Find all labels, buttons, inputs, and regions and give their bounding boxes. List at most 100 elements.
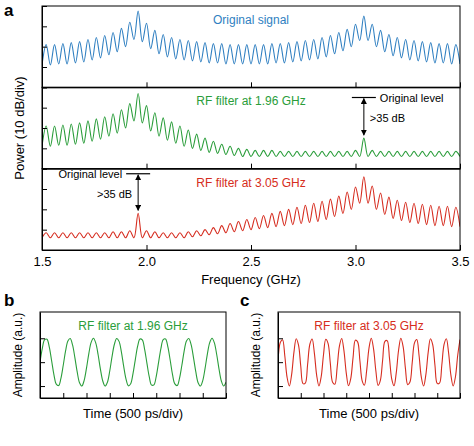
plot-frame [42,87,460,168]
annotation-gap-label: >35 dB [370,112,405,124]
y-axis-title: Power (10 dB/div) [12,76,27,179]
x-axis-line [41,398,227,399]
plot-area [278,338,460,386]
x-axis: 1.52.02.53.03.5 [33,245,469,269]
y-tick [42,250,47,251]
x-tick [180,393,181,398]
x-tick [251,164,252,169]
x-tick [147,164,148,169]
y-tick-mark [40,386,45,387]
y-tick-mark [42,87,47,88]
x-tick [356,164,357,169]
y-axis [42,88,47,169]
y-tick-mark [40,362,45,363]
x-tick: 3.5 [451,245,469,269]
x-tick [156,393,157,398]
plot-area [40,338,226,386]
y-tick [42,67,47,68]
y-tick-mark [42,26,47,27]
x-tick-mark [156,393,157,398]
y-axis-title: Amplitude (a.u.) [11,313,25,398]
y-tick [278,386,283,387]
x-axis-line [279,398,461,399]
y-tick [42,87,47,88]
x-tick-mark [251,82,252,87]
y-tick [40,386,45,387]
y-tick-mark [42,189,47,190]
x-tick: 2.5 [242,245,260,269]
y-tick-mark [42,250,47,251]
figure-svg: aOriginal signalRF filter at 1.96 GHzOri… [0,0,474,446]
y-tick-mark [42,209,47,210]
plot-frame [42,169,460,250]
y-tick [42,148,47,149]
x-tick [460,164,461,169]
x-tick-mark [460,82,461,87]
x-tick-mark [301,393,302,398]
y-tick [42,26,47,27]
y-tick [40,362,45,363]
x-tick-mark [147,164,148,169]
panel: cRF filter at 3.05 GHzTime (500 ps/div)A… [240,291,461,421]
annotation: Original level>35 dB [59,168,151,211]
y-tick-mark [42,87,47,88]
x-tick-mark [324,393,325,398]
y-axis-title: Amplitude (a.u.) [249,313,263,398]
x-tick-mark [369,393,370,398]
y-tick [42,47,47,48]
panel-label: c [240,291,249,310]
y-tick [42,87,47,88]
series-label: Original signal [213,13,289,27]
x-tick-label: 2.0 [138,254,156,269]
x-tick [392,393,393,398]
plot-frame [278,312,460,398]
x-tick-label: 3.0 [347,254,365,269]
x-tick-mark [180,393,181,398]
y-tick [42,128,47,129]
y-axis [278,313,283,399]
x-tick [87,393,88,398]
x-tick-mark [147,82,148,87]
y-tick-mark [42,230,47,231]
plot-frame [42,6,460,87]
level-gap-arrow [363,99,364,136]
y-tick-mark [278,386,283,387]
x-tick-mark [203,393,204,398]
y-tick [40,338,45,339]
y-tick-mark [42,169,47,170]
x-tick [356,82,357,87]
y-tick-mark [42,47,47,48]
x-tick [301,393,302,398]
y-tick-mark [42,67,47,68]
x-tick-label: 2.5 [242,254,260,269]
x-tick [147,82,148,87]
y-tick [42,6,47,7]
y-tick-mark [42,128,47,129]
x-tick: 3.0 [347,245,365,269]
series-label: RF filter at 1.96 GHz [78,319,187,333]
x-tick [63,393,64,398]
x-tick [203,393,204,398]
y-axis-line [278,313,279,399]
y-tick [278,338,283,339]
x-tick-mark [346,393,347,398]
panel: bRF filter at 1.96 GHzTime (500 ps/div)A… [4,291,227,421]
x-tick [460,393,461,398]
y-axis [40,313,45,399]
y-axis [42,169,47,250]
x-tick-mark [226,393,227,398]
x-tick [133,393,134,398]
series-line [40,338,226,386]
y-tick-mark [278,362,283,363]
y-tick-mark [42,6,47,7]
x-tick-mark [460,393,461,398]
panel: aOriginal signalRF filter at 1.96 GHzOri… [4,1,470,287]
x-tick-mark [460,164,461,169]
x-tick-mark [460,245,461,250]
series-label: RF filter at 1.96 GHz [196,94,305,108]
y-tick-mark [42,108,47,109]
x-tick [110,393,111,398]
y-tick-mark [42,169,47,170]
x-tick [437,393,438,398]
x-tick-mark [392,393,393,398]
